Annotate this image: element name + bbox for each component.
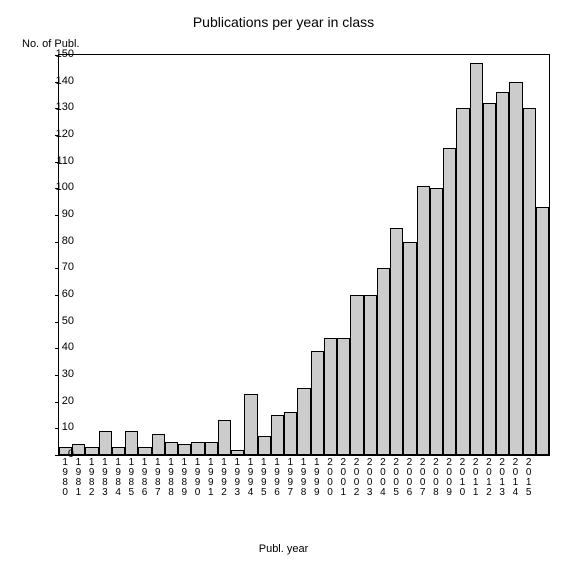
bar (231, 450, 244, 455)
bar (536, 207, 549, 455)
bar (377, 268, 390, 455)
xtick-label: 2004 (377, 457, 387, 497)
bar (152, 434, 165, 455)
bar (509, 82, 522, 455)
bar (178, 444, 191, 455)
xtick-label: 1995 (258, 457, 268, 497)
bar (284, 412, 297, 455)
ytick-label: 40 (24, 341, 74, 353)
bar (297, 388, 310, 455)
xtick-label: 1987 (152, 457, 162, 497)
chart-title: Publications per year in class (0, 14, 567, 30)
bar (205, 442, 218, 455)
ytick-label: 120 (24, 128, 74, 140)
ytick-label: 10 (24, 421, 74, 433)
bar (191, 442, 204, 455)
xtick-label: 2001 (338, 457, 348, 497)
bar (112, 447, 125, 455)
xtick-label: 2002 (351, 457, 361, 497)
plot-area (58, 54, 550, 456)
xtick-label: 1984 (113, 457, 123, 497)
xtick-label: 2015 (523, 457, 533, 497)
bar (430, 188, 443, 455)
bar (72, 444, 85, 455)
bar (165, 442, 178, 455)
xtick-label: 1982 (86, 457, 96, 497)
bar (483, 103, 496, 455)
xtick-label: 2013 (497, 457, 507, 497)
bar (311, 351, 324, 455)
bar (324, 338, 337, 455)
xtick-label: 2011 (470, 457, 480, 497)
bar (271, 415, 284, 455)
ytick-label: 90 (24, 208, 74, 220)
ytick-label: 130 (24, 101, 74, 113)
ytick-label: 60 (24, 288, 74, 300)
xtick-label: 1988 (166, 457, 176, 497)
xtick-label: 2003 (364, 457, 374, 497)
ytick-label: 110 (24, 155, 74, 167)
xtick-label: 1999 (311, 457, 321, 497)
bar (470, 63, 483, 455)
bar (99, 431, 112, 455)
bar (443, 148, 456, 455)
bar (390, 228, 403, 455)
bar (337, 338, 350, 455)
ytick-label: 100 (24, 181, 74, 193)
xtick-label: 1993 (232, 457, 242, 497)
xtick-label: 1981 (73, 457, 83, 497)
xtick-label: 1985 (126, 457, 136, 497)
bar (417, 186, 430, 455)
ytick-label: 80 (24, 235, 74, 247)
xtick-label: 1989 (179, 457, 189, 497)
bar (125, 431, 138, 455)
bar (364, 295, 377, 455)
xtick-label: 1996 (272, 457, 282, 497)
xtick-label: 1998 (298, 457, 308, 497)
xtick-label: 2010 (457, 457, 467, 497)
ytick-label: 70 (24, 261, 74, 273)
ytick-label: 50 (24, 315, 74, 327)
xtick-label: 1991 (205, 457, 215, 497)
xtick-label: 2007 (417, 457, 427, 497)
bar (523, 108, 536, 455)
xtick-label: 1990 (192, 457, 202, 497)
bar (218, 420, 231, 455)
bar (403, 242, 416, 455)
xtick-label: 2012 (483, 457, 493, 497)
xtick-label: 2005 (391, 457, 401, 497)
xtick-label: 2008 (430, 457, 440, 497)
xtick-label: 1986 (139, 457, 149, 497)
xtick-label: 1980 (60, 457, 70, 497)
xtick-label: 1994 (245, 457, 255, 497)
xtick-label: 1992 (219, 457, 229, 497)
bar (350, 295, 363, 455)
bar (138, 447, 151, 455)
chart-container: Publications per year in class No. of Pu… (0, 0, 567, 567)
bar (244, 394, 257, 455)
xtick-label: 1997 (285, 457, 295, 497)
ytick-label: 20 (24, 395, 74, 407)
ytick-label: 150 (24, 48, 74, 60)
bar (496, 92, 509, 455)
xtick-label: 2006 (404, 457, 414, 497)
ytick-label: 30 (24, 368, 74, 380)
x-axis-label: Publ. year (0, 543, 567, 555)
bar (85, 447, 98, 455)
xtick-label: 2014 (510, 457, 520, 497)
bar (456, 108, 469, 455)
bar (258, 436, 271, 455)
xtick-label: 1983 (99, 457, 109, 497)
xtick-label: 2009 (444, 457, 454, 497)
ytick-label: 140 (24, 75, 74, 87)
xtick-label: 2000 (324, 457, 334, 497)
